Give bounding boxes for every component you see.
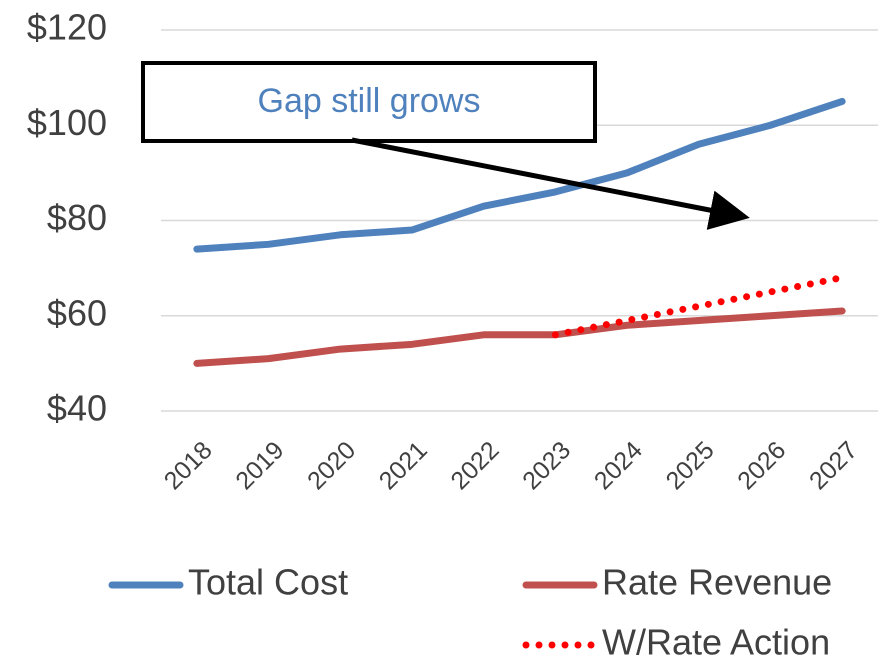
y-tick-label: $60 xyxy=(47,292,107,333)
y-tick-label: $40 xyxy=(47,388,107,429)
x-tick-label: 2019 xyxy=(230,436,289,495)
series-line xyxy=(551,274,846,339)
x-tick-label: 2027 xyxy=(804,436,863,495)
x-tick-label: 2020 xyxy=(302,436,361,495)
series-line xyxy=(193,97,846,253)
y-tick-label: $120 xyxy=(27,7,107,48)
legend-label: Rate Revenue xyxy=(602,562,832,603)
annotation-text: Gap still grows xyxy=(258,82,481,120)
x-tick-label: 2025 xyxy=(661,436,720,495)
x-tick-label: 2021 xyxy=(374,436,433,495)
y-tick-label: $100 xyxy=(27,102,107,143)
legend-label: W/Rate Action xyxy=(602,622,830,663)
x-tick-label: 2023 xyxy=(517,436,576,495)
lines xyxy=(193,97,846,367)
annotation-box xyxy=(141,61,597,143)
legend-label: Total Cost xyxy=(188,562,348,603)
x-tick-label: 2022 xyxy=(445,436,504,495)
x-tick-label: 2024 xyxy=(589,436,648,495)
y-tick-label: $80 xyxy=(47,197,107,238)
annotation-arrow xyxy=(351,137,750,230)
x-tick-label: 2026 xyxy=(732,436,791,495)
x-tick-label: 2018 xyxy=(159,436,218,495)
series-line xyxy=(193,307,846,367)
